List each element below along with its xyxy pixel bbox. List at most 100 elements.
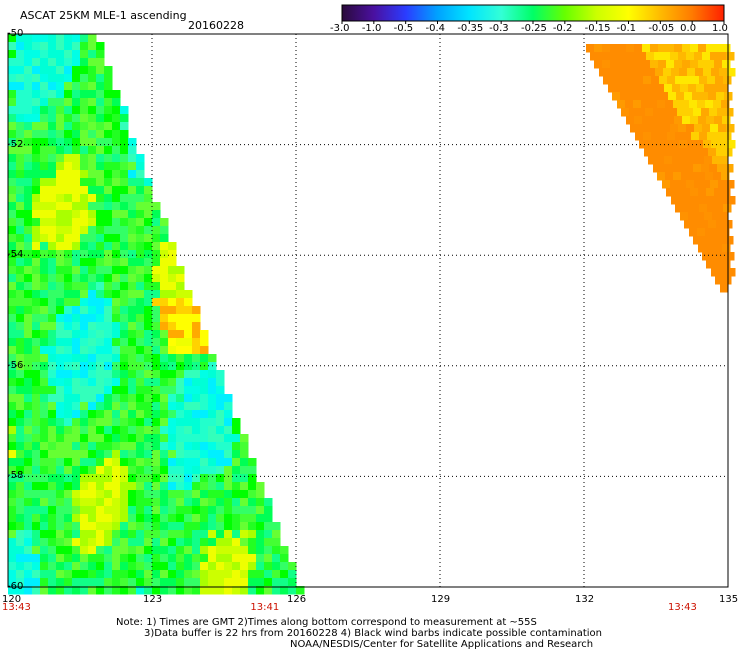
swath-cell — [32, 458, 41, 467]
swath-cell — [248, 530, 257, 539]
swath-cell — [718, 124, 727, 133]
swath-cell — [120, 298, 129, 307]
swath-cell — [645, 108, 654, 117]
swath-cell — [192, 466, 201, 475]
swath-cell — [64, 306, 73, 315]
swath-cell — [136, 290, 145, 299]
swath-cell — [8, 234, 17, 243]
swath-cell — [16, 450, 25, 459]
swath-cell — [232, 418, 241, 427]
swath-cell — [48, 466, 57, 475]
swath-cell — [96, 394, 105, 403]
swath-cell — [136, 426, 145, 435]
swath-cell — [168, 242, 177, 251]
swath-cell — [160, 490, 169, 499]
swath-cell — [104, 290, 113, 299]
swath-cell — [104, 522, 113, 531]
swath-cell — [8, 122, 17, 131]
swath-cell — [224, 546, 233, 555]
swath-cell — [248, 514, 257, 523]
swath-cell — [8, 386, 17, 395]
swath-cell — [152, 322, 161, 331]
swath-cell — [288, 586, 297, 595]
swath-cell — [216, 522, 225, 531]
swath-cell — [714, 188, 723, 197]
swath-cell — [16, 266, 25, 275]
swath-cell — [192, 338, 201, 347]
swath-cell — [160, 322, 169, 331]
swath-cell — [160, 546, 169, 555]
swath-cell — [56, 570, 65, 579]
swath-cell — [128, 450, 137, 459]
swath-cell — [40, 290, 49, 299]
swath-cell — [264, 578, 273, 587]
swath-cell — [168, 314, 177, 323]
swath-cell — [694, 52, 703, 61]
swath-cell — [232, 474, 241, 483]
swath-cell — [224, 482, 233, 491]
swath-cell — [88, 210, 97, 219]
swath-cell — [88, 546, 97, 555]
swath-cell — [48, 522, 57, 531]
swath-cell — [144, 506, 153, 515]
swath-cell — [264, 498, 273, 507]
swath-cell — [152, 498, 161, 507]
swath-cell — [88, 178, 97, 187]
swath-cell — [160, 370, 169, 379]
lat-label: -54 — [7, 249, 24, 261]
swath-cell — [56, 290, 65, 299]
swath-cell — [120, 554, 129, 563]
swath-cell — [144, 306, 153, 315]
swath-cell — [144, 458, 153, 467]
swath-cell — [673, 100, 682, 109]
swath-cell — [697, 172, 706, 181]
swath-cell — [32, 258, 41, 267]
swath-cell — [96, 282, 105, 291]
swath-cell — [216, 386, 225, 395]
swath-cell — [240, 562, 249, 571]
swath-cell — [16, 50, 25, 59]
swath-cell — [88, 98, 97, 107]
swath-cell — [88, 434, 97, 443]
swath-cell — [136, 402, 145, 411]
swath-cell — [24, 218, 33, 227]
swath-cell — [668, 148, 677, 157]
swath-cell — [690, 60, 699, 69]
swath-cell — [72, 450, 81, 459]
lat-label: -58 — [7, 470, 24, 482]
swath-cell — [224, 418, 233, 427]
swath-cell — [232, 554, 241, 563]
swath-cell — [72, 458, 81, 467]
swath-cell — [80, 34, 89, 43]
swath-cell — [224, 458, 233, 467]
swath-cell — [646, 52, 655, 61]
swath-cell — [96, 450, 105, 459]
swath-cell — [96, 178, 105, 187]
swath-cell — [48, 90, 57, 99]
swath-cell — [72, 162, 81, 171]
swath-cell — [96, 202, 105, 211]
swath-cell — [24, 154, 33, 163]
swath-cell — [667, 132, 676, 141]
swath-cell — [104, 434, 113, 443]
swath-cell — [24, 234, 33, 243]
swath-cell — [677, 108, 686, 117]
swath-cell — [48, 378, 57, 387]
swath-cell — [80, 322, 89, 331]
swath-cell — [8, 290, 17, 299]
lon-label: 123 — [143, 594, 163, 605]
swath-cell — [208, 578, 217, 587]
swath-cell — [144, 538, 153, 547]
swath-cell — [136, 586, 145, 595]
swath-cell — [630, 124, 639, 133]
swath-cell — [176, 554, 185, 563]
swath-cell — [72, 210, 81, 219]
swath-cell — [695, 140, 704, 149]
swath-cell — [88, 322, 97, 331]
colorbar-label: -0.5 — [393, 23, 414, 34]
swath-cell — [682, 60, 691, 69]
swath-cell — [88, 234, 97, 243]
swath-cell — [120, 410, 129, 419]
swath-cell — [706, 60, 715, 69]
swath-cell — [40, 154, 49, 163]
